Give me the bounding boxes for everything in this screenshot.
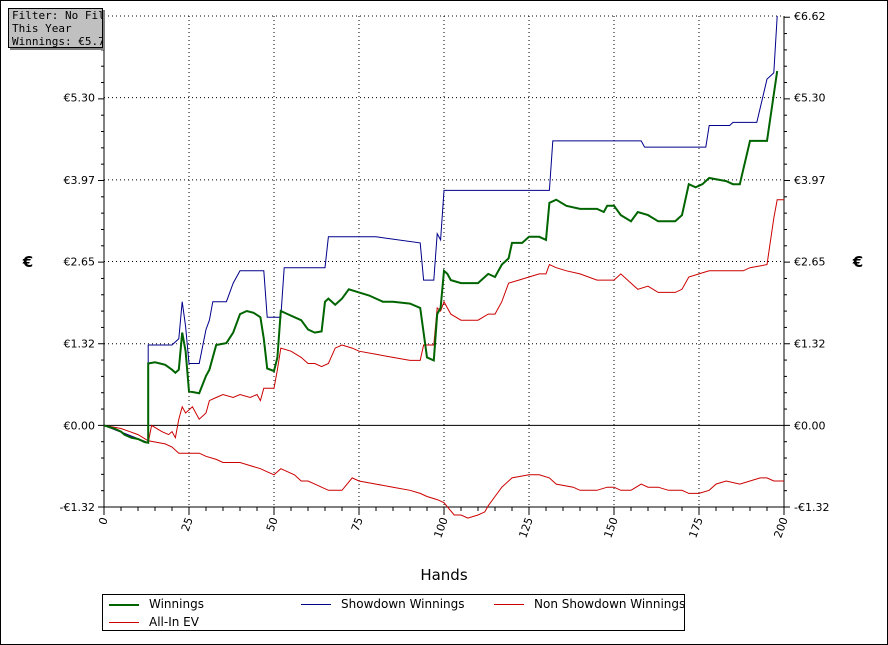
y-axis-title-left: € xyxy=(22,253,33,271)
x-tick-label: 50 xyxy=(264,516,281,534)
filter-info-box: Filter: No Filter This Year Winnings: €5… xyxy=(8,8,103,48)
series-group xyxy=(103,15,784,519)
period-label: This Year xyxy=(12,22,72,35)
legend-swatch-non-showdown-winnings xyxy=(494,604,524,605)
tick-labels: 0 25 50 75 100 125 150 175 200 -€1.32 -€1.32 €0.00 €… xyxy=(60,10,830,540)
y-tick-label-left: €1.32 xyxy=(64,338,96,351)
legend-label-winnings: Winnings xyxy=(149,597,204,611)
series-line-showdown-winnings xyxy=(103,15,778,444)
legend-swatch-all-in-ev xyxy=(109,622,139,623)
chart-legend: Winnings Showdown Winnings Non Showdown … xyxy=(102,594,685,631)
y-tick-label-left: -€1.32 xyxy=(60,501,95,514)
legend-swatch-showdown-winnings xyxy=(301,604,331,605)
y-tick-label-left: €0.00 xyxy=(64,419,96,432)
y-tick-label-left: €2.65 xyxy=(64,256,96,269)
filter-label: Filter: No Filter xyxy=(12,9,102,22)
winnings-total-label: Winnings: €5.73 xyxy=(12,35,102,48)
x-tick-label: 100 xyxy=(431,516,450,540)
grid xyxy=(104,15,784,508)
series-line-non-showdown-winnings xyxy=(103,424,784,519)
axes xyxy=(98,16,790,515)
x-tick-label: 125 xyxy=(516,516,535,540)
x-tick-label: 0 xyxy=(96,516,111,527)
y-tick-label-left: €5.30 xyxy=(64,92,96,105)
y-tick-label-right: -€1.32 xyxy=(794,501,829,514)
y-tick-label-left: €3.97 xyxy=(64,174,96,187)
legend-swatch-winnings xyxy=(109,604,139,606)
x-tick-label: 25 xyxy=(179,516,196,534)
x-tick-label: 175 xyxy=(686,516,705,540)
y-tick-label-right: €6.62 xyxy=(794,10,826,23)
x-tick-label: 150 xyxy=(601,516,620,540)
y-tick-label-right: €3.97 xyxy=(794,174,826,187)
legend-label-all-in-ev: All-In EV xyxy=(149,615,199,629)
legend-label-showdown-winnings: Showdown Winnings xyxy=(341,597,465,611)
series-line-winnings xyxy=(103,70,779,444)
series-line-all-in-ev xyxy=(103,199,784,444)
y-tick-label-right: €2.65 xyxy=(794,256,826,269)
x-tick-label: 200 xyxy=(771,516,790,540)
y-tick-label-right: €5.30 xyxy=(794,92,826,105)
x-tick-label: 75 xyxy=(349,516,366,534)
y-tick-label-right: €0.00 xyxy=(794,419,826,432)
legend-label-non-showdown-winnings: Non Showdown Winnings xyxy=(534,597,686,611)
x-axis-title: Hands xyxy=(420,566,467,584)
y-tick-label-right: €1.32 xyxy=(794,338,826,351)
y-axis-title-right: € xyxy=(852,253,863,271)
